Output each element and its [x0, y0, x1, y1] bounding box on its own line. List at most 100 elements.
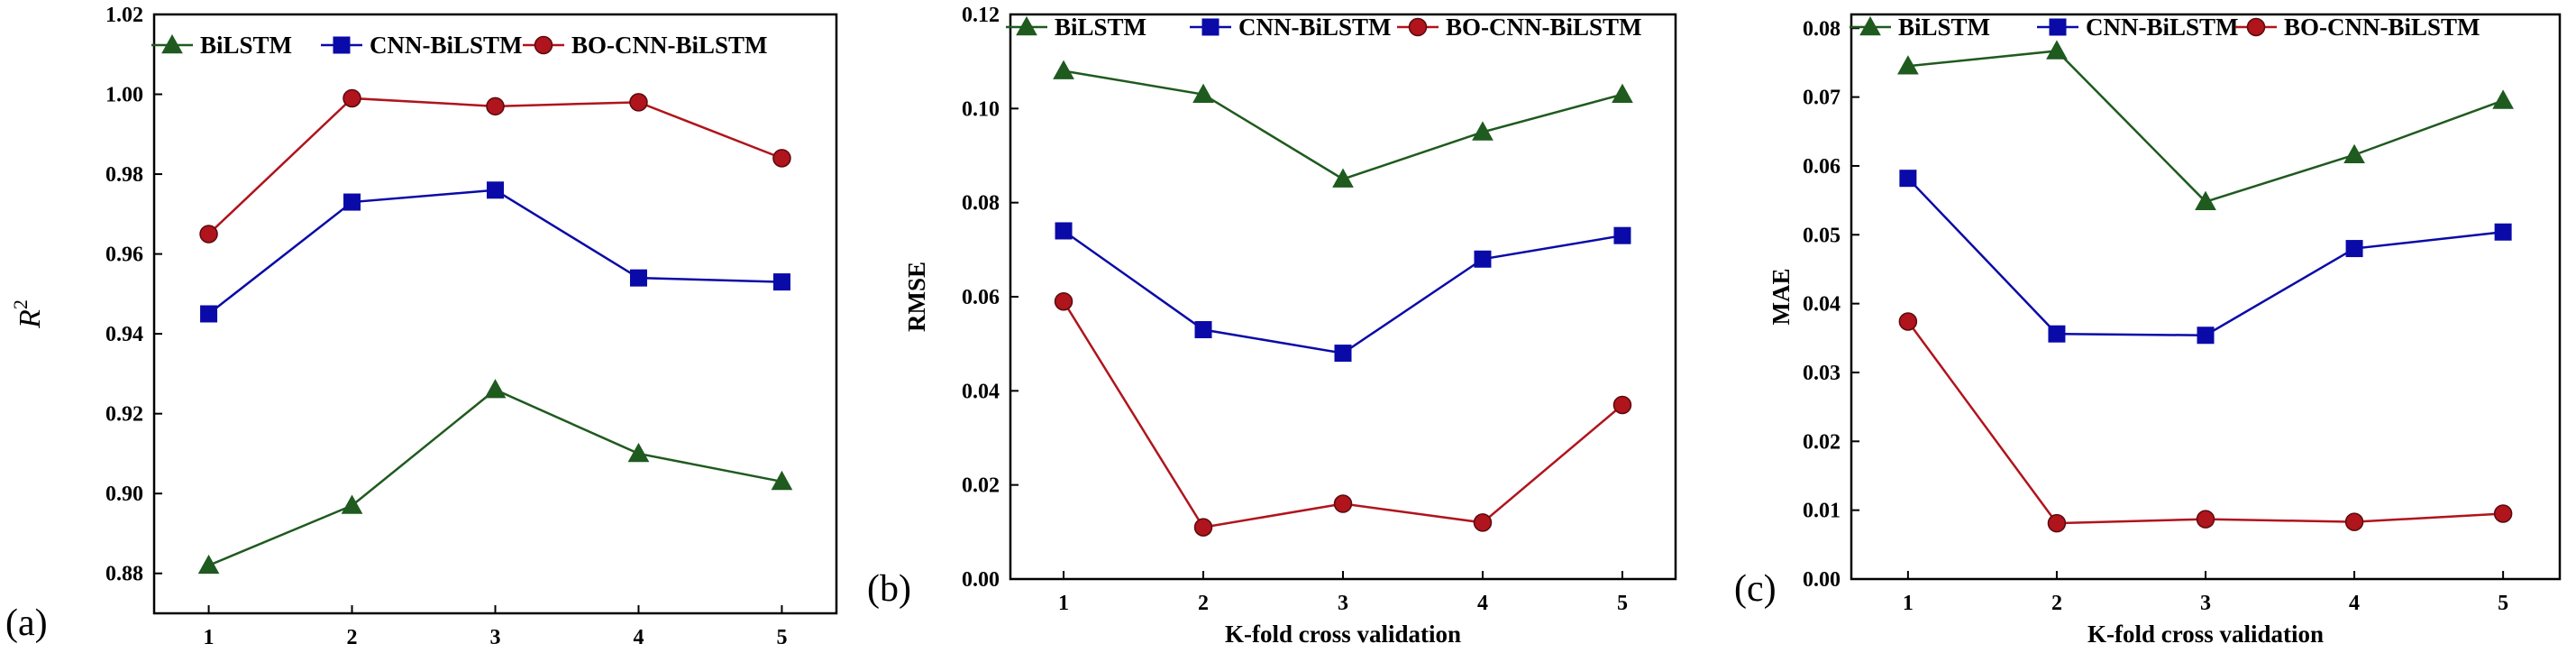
panel-letter: (c) — [1734, 568, 1777, 610]
series-line — [1063, 229, 1623, 354]
data-point — [200, 305, 218, 323]
data-point — [1332, 168, 1354, 188]
data-point — [1192, 83, 1214, 103]
y-tick-label: 0.96 — [105, 244, 143, 267]
data-point — [343, 88, 361, 108]
legend: BiLSTM CNN-BiLSTM BO-CNN-BiLSTM — [1006, 14, 1642, 41]
x-axis-label: K-fold cross validation — [1225, 621, 1461, 648]
y-tick-label: 0.94 — [105, 323, 143, 346]
series-line — [1063, 69, 1623, 180]
series-bilstm — [197, 379, 793, 575]
plot-frame — [1009, 13, 1677, 581]
y-tick-label: 0.92 — [105, 403, 143, 427]
data-point — [2492, 89, 2514, 109]
x-tick-label: 2 — [1198, 592, 1209, 615]
x-tick-label: 1 — [1903, 592, 1914, 615]
x-tick-label: 5 — [1617, 592, 1628, 615]
y-tick-label: 0.06 — [962, 286, 1000, 309]
y-tick-label: 0.90 — [105, 483, 143, 506]
y-tick-label: 0.04 — [962, 380, 1000, 403]
y-tick-label: 0.10 — [962, 97, 1000, 121]
x-tick-label: 4 — [1477, 592, 1488, 615]
data-point — [486, 97, 505, 116]
chart-panel-1: 0.880.900.920.940.960.981.001.0212345K-f… — [5, 4, 838, 649]
legend-label: BO-CNN-BiLSTM — [1446, 14, 1642, 41]
data-point — [2343, 143, 2365, 164]
x-tick-label: 5 — [776, 626, 787, 649]
legend-label: BiLSTM — [200, 32, 292, 59]
legend-label: CNN-BiLSTM — [2086, 14, 2239, 41]
x-tick-label: 3 — [490, 626, 501, 649]
y-tick-label: 0.00 — [1803, 568, 1841, 592]
series-bilstm — [1053, 60, 1633, 188]
series-line — [1906, 320, 2504, 525]
data-point — [2048, 325, 2066, 343]
legend-label: BiLSTM — [1055, 14, 1146, 41]
data-point — [199, 225, 218, 244]
y-axis-label: R2 — [9, 299, 47, 329]
data-point — [484, 379, 507, 399]
series-bo-cnn-bilstm — [199, 88, 791, 244]
plot-frame — [1850, 13, 2562, 581]
data-point — [1193, 518, 1213, 537]
legend-marker — [2246, 17, 2266, 37]
series-cnn-bilstm — [1899, 170, 2512, 345]
x-tick-label: 4 — [2349, 592, 2360, 615]
series-cnn-bilstm — [200, 181, 790, 323]
y-tick-label: 0.06 — [1803, 155, 1841, 179]
y-tick-label: 1.00 — [105, 84, 143, 107]
data-point — [2046, 40, 2068, 60]
legend-label: CNN-BiLSTM — [370, 32, 523, 59]
x-tick-label: 3 — [1338, 592, 1348, 615]
y-tick-label: 0.02 — [1803, 430, 1841, 454]
y-tick-label: 0.02 — [962, 474, 1000, 498]
y-axis-label: MAE — [1768, 269, 1795, 326]
data-point — [629, 93, 648, 112]
data-point — [343, 193, 361, 211]
y-axis-label-superscript: 2 — [9, 299, 32, 309]
series-line — [1907, 50, 2504, 204]
data-point — [1472, 121, 1494, 141]
data-point — [1613, 226, 1631, 244]
data-point — [1053, 60, 1074, 79]
data-point — [2493, 504, 2513, 523]
data-point — [771, 470, 793, 491]
data-point — [1474, 250, 1492, 268]
data-point — [2196, 510, 2215, 529]
data-point — [1897, 55, 1919, 75]
y-axis-label: RMSE — [903, 262, 930, 332]
y-tick-label: 0.98 — [105, 163, 143, 187]
legend-marker — [1408, 17, 1428, 37]
data-point — [1898, 312, 1918, 331]
series-bo-cnn-bilstm — [1898, 312, 2513, 533]
data-point — [1334, 345, 1352, 363]
legend-label: CNN-BiLSTM — [1238, 14, 1392, 41]
data-point — [2344, 512, 2364, 531]
data-point — [1612, 83, 1633, 103]
legend-label: BO-CNN-BiLSTM — [2284, 14, 2480, 41]
legend-label: BiLSTM — [1898, 14, 1990, 41]
legend-marker — [333, 36, 351, 54]
y-tick-label: 0.05 — [1803, 224, 1841, 247]
data-point — [1055, 222, 1073, 240]
data-point — [772, 149, 791, 168]
data-point — [1473, 513, 1493, 532]
data-point — [2197, 326, 2215, 345]
legend-marker — [1859, 15, 1881, 36]
legend-marker — [534, 35, 553, 55]
y-axis-label-base: R — [14, 309, 47, 329]
x-tick-label: 2 — [347, 626, 358, 649]
legend-marker — [1201, 18, 1219, 36]
series-cnn-bilstm — [1055, 222, 1631, 363]
y-tick-label: 0.88 — [105, 563, 143, 586]
legend: BiLSTM CNN-BiLSTM BO-CNN-BiLSTM — [1850, 14, 2480, 41]
data-point — [772, 273, 790, 291]
series-line — [208, 388, 782, 567]
x-tick-label: 4 — [633, 626, 644, 649]
series-line — [207, 97, 782, 235]
data-point — [1194, 321, 1212, 339]
chart-panel-2: 0.00 0.02 0.04 0.06 0.08 0.10 0.12 1 2 3 4 5 K-fold … — [867, 4, 1677, 648]
panel-letter: (a) — [5, 602, 48, 644]
legend-marker — [2049, 18, 2067, 36]
